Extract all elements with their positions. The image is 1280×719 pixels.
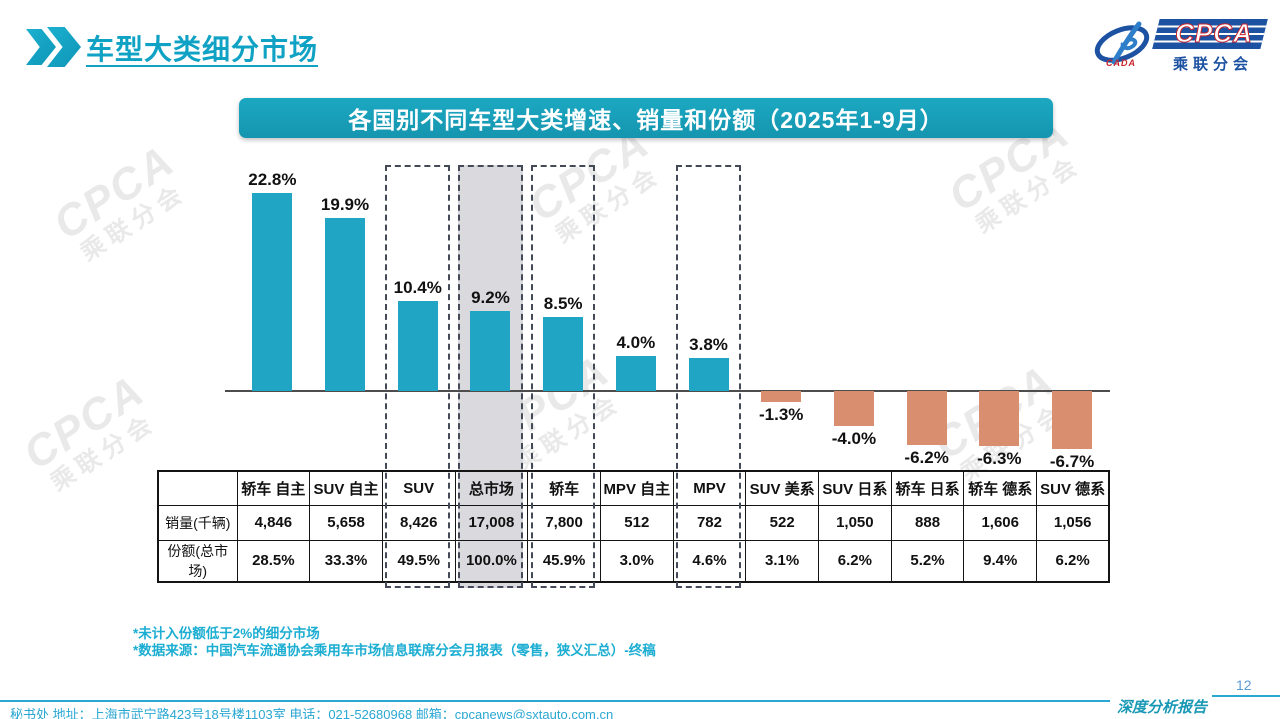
column-header: 总市场 bbox=[454, 470, 529, 506]
table-cell: 5,658 bbox=[309, 504, 383, 541]
row-header: 份额(总市场) bbox=[157, 539, 238, 582]
table-row: 销量(千辆) 4,846 5,658 8,426 17,008 7,800 512 782 52… bbox=[157, 504, 1110, 541]
footnote-1: *未计入份额低于2%的细分市场 bbox=[133, 626, 320, 641]
watermark-text: CPCA bbox=[15, 365, 154, 480]
bar-value-label: -6.7% bbox=[1049, 452, 1095, 471]
table-cell: 49.5% bbox=[381, 539, 456, 582]
bar-value-label: 10.4% bbox=[393, 278, 442, 297]
page-number: 12 bbox=[1236, 677, 1252, 693]
table-cell: 100.0% bbox=[454, 539, 529, 582]
column-header: SUV 德系 bbox=[1036, 470, 1110, 506]
column-header: 轿车 日系 bbox=[890, 470, 965, 506]
bar-value-label: 19.9% bbox=[320, 195, 370, 214]
table-cell: 888 bbox=[890, 504, 965, 541]
column-header: MPV bbox=[672, 470, 747, 506]
column-header: MPV 自主 bbox=[599, 470, 674, 506]
bar-value-label: 4.0% bbox=[616, 333, 656, 352]
table-cell: 1,050 bbox=[818, 504, 892, 541]
chart-bar bbox=[543, 317, 584, 391]
table-cell: 4,846 bbox=[236, 504, 311, 541]
cpca-text: CPCA bbox=[1175, 18, 1253, 49]
highlight-box-MPV bbox=[676, 165, 741, 588]
table-cell: 8,426 bbox=[381, 504, 456, 541]
table-cell: 4.6% bbox=[672, 539, 747, 582]
cpca-org-text: 乘联分会 bbox=[1172, 56, 1253, 73]
table-cell: 512 bbox=[599, 504, 674, 541]
highlight-box-总市场 bbox=[458, 165, 523, 588]
table-cell: 7,800 bbox=[527, 504, 601, 541]
chart-bar bbox=[252, 193, 293, 391]
column-header: 轿车 bbox=[527, 470, 601, 506]
watermark-text: CPCA bbox=[45, 135, 184, 250]
column-header: SUV 日系 bbox=[818, 470, 892, 506]
footnotes: *未计入份额低于2%的细分市场 *数据来源：中国汽车流通协会乘用车市场信息联席分… bbox=[133, 625, 656, 659]
table-cell: 6.2% bbox=[818, 539, 892, 582]
table-cell: 1,606 bbox=[963, 504, 1038, 541]
table-cell: 28.5% bbox=[236, 539, 311, 582]
table-row: 份额(总市场) 28.5% 33.3% 49.5% 100.0% 45.9% 3.0% 4.6… bbox=[157, 539, 1110, 582]
table-corner-cell bbox=[157, 470, 238, 506]
table-cell: 5.2% bbox=[890, 539, 965, 582]
bar-value-label: -6.3% bbox=[977, 449, 1022, 468]
chart-bar bbox=[615, 356, 656, 391]
bar-value-label: -4.0% bbox=[831, 429, 877, 448]
table-cell: 33.3% bbox=[309, 539, 383, 582]
chart-title-banner: 各国别不同车型大类增速、销量和份额（2025年1-9月） bbox=[239, 98, 1053, 138]
chart-bar bbox=[906, 391, 947, 445]
x-axis-line bbox=[225, 390, 1110, 392]
watermark-text: 乘联分会 bbox=[971, 150, 1087, 239]
column-header: SUV 自主 bbox=[309, 470, 383, 506]
chart-bar bbox=[470, 311, 511, 391]
cpca-logo: CADA CPCA 乘联分会 bbox=[1092, 16, 1268, 73]
report-label: 深度分析报告 bbox=[1112, 696, 1212, 717]
column-header: 轿车 德系 bbox=[963, 470, 1038, 506]
bar-value-label: 8.5% bbox=[543, 294, 583, 313]
highlight-box-SUV bbox=[385, 165, 451, 588]
row-header: 销量(千辆) bbox=[157, 504, 238, 541]
column-header: SUV bbox=[381, 470, 456, 506]
chart-bar bbox=[761, 391, 802, 402]
chevron-icon bbox=[26, 29, 56, 65]
table-cell: 782 bbox=[672, 504, 747, 541]
chart-bar bbox=[1052, 391, 1093, 449]
table-cell: 3.0% bbox=[599, 539, 674, 582]
table-header-row: 轿车 自主 SUV 自主 SUV 总市场 轿车 MPV 自主 MPV SUV 美系 SUV 日系… bbox=[157, 470, 1110, 506]
bar-value-label: 3.8% bbox=[689, 335, 728, 354]
table-cell: 9.4% bbox=[963, 539, 1038, 582]
table-cell: 3.1% bbox=[745, 539, 819, 582]
footer-contact: 秘书处 地址：上海市武宁路423号18号楼1103室 电话：021-526809… bbox=[10, 707, 614, 719]
chart-bar bbox=[325, 218, 366, 391]
table-cell: 6.2% bbox=[1036, 539, 1110, 582]
chart-bar bbox=[979, 391, 1020, 446]
chart-bar bbox=[397, 301, 438, 391]
highlight-box-轿车 bbox=[530, 165, 596, 588]
table-cell: 522 bbox=[745, 504, 819, 541]
column-header: SUV 美系 bbox=[745, 470, 819, 506]
bar-value-label: -6.2% bbox=[904, 448, 949, 467]
table-cell: 1,056 bbox=[1036, 504, 1110, 541]
cpca-ellipse-icon bbox=[1094, 21, 1150, 65]
footer-divider bbox=[0, 700, 1110, 702]
page-title: 车型大类细分市场 bbox=[86, 34, 319, 65]
footnote-2: *数据来源：中国汽车流通协会乘用车市场信息联席分会月报表（零售，狭义汇总）-终稿 bbox=[133, 643, 656, 658]
table-cell: 17,008 bbox=[454, 504, 529, 541]
chart-bar bbox=[833, 391, 874, 426]
bar-value-label: 22.8% bbox=[248, 170, 297, 189]
cada-text: CADA bbox=[1106, 58, 1136, 68]
data-table: 轿车 自主 SUV 自主 SUV 总市场 轿车 MPV 自主 MPV SUV 美系 SUV 日系… bbox=[157, 470, 1111, 583]
watermark-text: 乘联分会 bbox=[76, 178, 192, 267]
column-header: 轿车 自主 bbox=[236, 470, 311, 506]
bar-value-label: -1.3% bbox=[759, 405, 804, 424]
watermark-text: 乘联分会 bbox=[46, 408, 162, 497]
chart-title: 各国别不同车型大类增速、销量和份额（2025年1-9月） bbox=[348, 107, 944, 133]
chart-bar bbox=[688, 358, 729, 391]
footer-divider-right bbox=[1212, 695, 1280, 697]
bar-value-label: 9.2% bbox=[471, 288, 510, 307]
